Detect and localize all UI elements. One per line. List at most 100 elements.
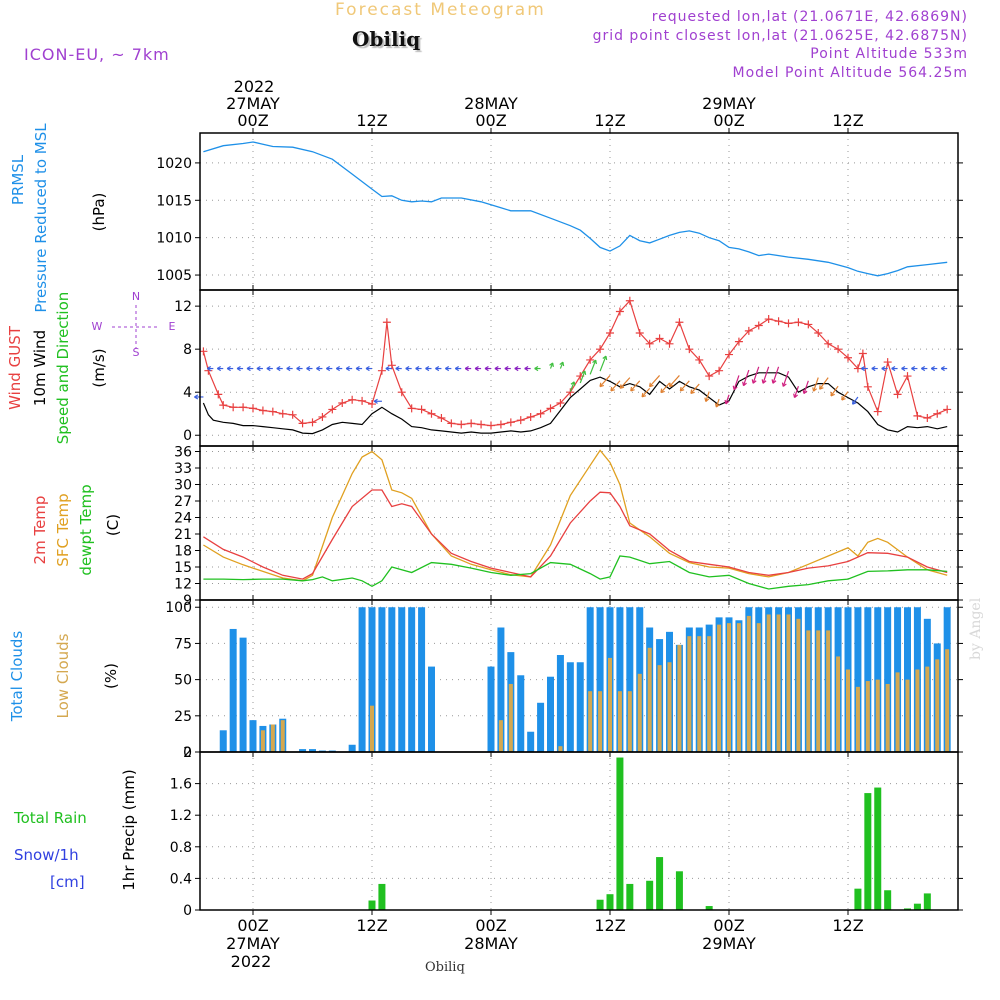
total-cloud-bar [239, 637, 247, 752]
rain-bar [884, 890, 892, 910]
wind-arrow-head [355, 365, 360, 372]
y-tick-label: 9 [183, 593, 192, 609]
total-cloud-bar [487, 666, 495, 752]
gust-point [715, 366, 724, 375]
wind-arrow-head [385, 365, 390, 372]
wind-arrow-head [819, 385, 824, 390]
wind-arrow-head [549, 362, 554, 367]
wind-arrow [841, 391, 849, 401]
bottom-hour-label: 12Z [832, 916, 863, 935]
gust-point [516, 416, 525, 425]
low-cloud-bar [816, 630, 821, 752]
wind-arrow-head [395, 365, 400, 372]
y-tick-label: 8 [183, 342, 192, 358]
wind-arrow-head [454, 365, 459, 372]
top-year: 2022 [234, 77, 275, 96]
bottom-year: 2022 [231, 952, 272, 971]
chart-title: Forecast Meteogram [335, 0, 546, 20]
gust-point [844, 353, 852, 362]
wind-arrow-head [435, 365, 440, 372]
wind-arrow-head [592, 359, 597, 365]
pressure-line [203, 141, 948, 277]
gust-point [199, 347, 208, 356]
y-tick-label: 75 [174, 636, 192, 652]
gust-point [308, 418, 317, 427]
low-cloud-bar [766, 614, 771, 752]
gust-point [506, 418, 515, 427]
panel-3-frame [199, 445, 959, 601]
panel-1-grid: 1005 1010 1015 1020 [156, 128, 963, 295]
gust-point [824, 339, 833, 348]
rain-bar [705, 906, 713, 910]
wind-arrow-head [679, 386, 685, 392]
wind-arrow-head [474, 365, 479, 372]
wind-arrow-head [345, 365, 350, 372]
wind-arrow [813, 377, 819, 392]
rain-bar [874, 787, 882, 910]
total-cloud-bar [388, 607, 396, 752]
gust-point [214, 390, 223, 399]
wind-arrow [742, 369, 750, 386]
wind-arrow-head [930, 365, 935, 372]
low-cloud-bar [677, 644, 682, 752]
low-cloud-bar [657, 665, 662, 752]
total-cloud-bar [418, 607, 426, 752]
rain-bar [626, 883, 634, 910]
low-cloud-bar [846, 669, 850, 752]
total-cloud-bar [229, 628, 237, 752]
wind-arrow-head [793, 393, 798, 399]
prmsl-long-label: Pressure Reduced to MSL [32, 123, 50, 313]
wind-arrow-head [246, 365, 251, 372]
gust-point [913, 411, 922, 420]
panel-5-grid: 0 0.4 0.8 1.2 1.6 2 [170, 745, 963, 919]
low-cloud-bar [588, 691, 593, 752]
gust-point [615, 307, 624, 316]
wind-arrow-head [742, 381, 747, 387]
gust-point [477, 420, 486, 429]
wind-arrow-head [286, 365, 291, 372]
gust-point [278, 409, 287, 418]
wind-arrow-head [226, 365, 231, 372]
low-cloud-bar [598, 691, 603, 752]
wind-arrow [830, 385, 839, 397]
wind-arrow-head [464, 365, 469, 372]
y-tick-label: 21 [174, 527, 192, 543]
total-cloud-bar [428, 666, 435, 752]
low-cloud-bar [697, 636, 702, 752]
total-cloud-bar [497, 627, 505, 752]
wind-arrow [619, 377, 631, 389]
precip-bars [368, 757, 931, 910]
y-tick-label: 12 [174, 299, 192, 315]
gust-point [596, 345, 605, 354]
gust-line [202, 299, 948, 427]
clouds-unit-label: (%) [102, 663, 120, 689]
gust-point [457, 420, 466, 429]
gust-point [606, 329, 614, 338]
total-cloud-bar [537, 702, 545, 752]
gust-point [665, 339, 674, 348]
compass-s: S [133, 346, 140, 359]
rain-bar [368, 900, 376, 910]
rain-bar [596, 899, 604, 910]
wind-arrow-head [570, 381, 576, 386]
total-cloud-bar [408, 607, 416, 752]
rain-bar [656, 857, 664, 910]
wind-direction-arrows [194, 355, 948, 408]
snow-unit-label: [cm] [50, 873, 85, 891]
top-hour-label: 00Z [237, 111, 268, 130]
temp-unit-label: (C) [104, 514, 122, 536]
wind-arrow-head [911, 365, 916, 372]
bottom-date-label: 27MAY [226, 934, 280, 953]
gust-point [645, 339, 654, 348]
wind-arrow-head [704, 397, 710, 402]
low-cloud-bar [736, 623, 741, 752]
gust-point [298, 419, 307, 428]
wind-arrow-head [194, 394, 199, 400]
wind-arrow-head [494, 365, 499, 372]
wind-arrow [690, 383, 700, 394]
total-cloud-bar [219, 730, 227, 752]
gust-point [725, 350, 733, 359]
rain-bar [675, 871, 683, 910]
gust-point [288, 410, 297, 419]
total-clouds-label: Total Clouds [8, 631, 26, 723]
